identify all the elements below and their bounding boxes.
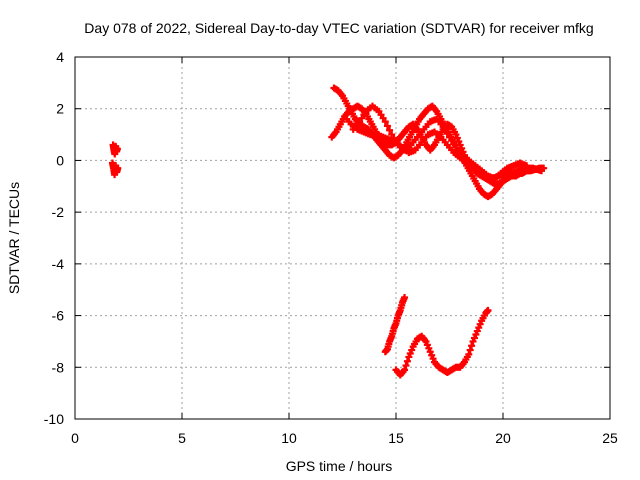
data-point-interp <box>386 126 394 134</box>
x-tick-label: 25 <box>602 430 618 446</box>
series-track-d <box>349 102 531 183</box>
data-point-interp <box>403 357 411 365</box>
data-point <box>538 167 546 175</box>
chart-title: Day 078 of 2022, Sidereal Day-to-day VTE… <box>84 20 593 36</box>
x-axis-label: GPS time / hours <box>286 458 393 474</box>
y-tick-label: -8 <box>52 359 65 375</box>
x-tick-label: 5 <box>178 430 186 446</box>
data-point <box>113 145 121 153</box>
x-tick-label: 10 <box>281 430 297 446</box>
x-tick-labels: 0 5 10 15 20 25 <box>71 430 618 446</box>
y-tick-label: 0 <box>56 152 64 168</box>
data-point-interp <box>468 342 476 350</box>
x-tick-label: 15 <box>388 430 404 446</box>
ticks <box>74 56 611 420</box>
data-point <box>401 293 409 301</box>
series-early-upper <box>109 141 121 158</box>
series-early-lower <box>108 159 122 179</box>
y-tick-label: -10 <box>44 411 64 427</box>
data-point <box>484 306 492 314</box>
y-tick-label: -4 <box>52 256 65 272</box>
data-point-interp <box>466 346 474 354</box>
y-tick-labels: -10 -8 -6 -4 -2 0 2 4 <box>44 49 64 427</box>
series-lower-right <box>392 306 492 379</box>
data-point <box>523 162 531 170</box>
x-tick-label: 20 <box>495 430 511 446</box>
data-points <box>108 84 548 379</box>
data-point <box>465 350 473 358</box>
grid <box>75 57 610 419</box>
y-tick-label: 4 <box>56 49 64 65</box>
data-point <box>381 118 389 126</box>
y-tick-label: -6 <box>52 308 65 324</box>
data-point <box>401 366 409 374</box>
series-lower-left <box>381 293 409 356</box>
y-tick-label: 2 <box>56 101 64 117</box>
y-tick-label: -2 <box>52 204 65 220</box>
data-point-interp <box>383 122 391 130</box>
data-point-interp <box>402 362 410 370</box>
plot-frame <box>74 56 611 420</box>
data-point <box>527 164 535 172</box>
y-axis-label: SDTVAR / TECUs <box>6 182 22 294</box>
data-point <box>114 164 122 172</box>
x-tick-label: 0 <box>71 430 79 446</box>
